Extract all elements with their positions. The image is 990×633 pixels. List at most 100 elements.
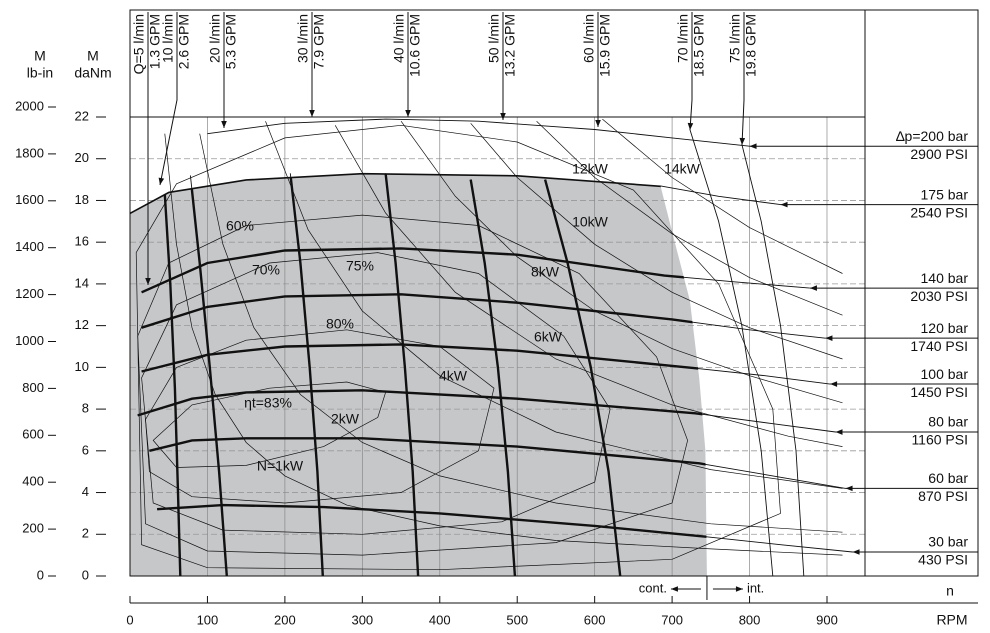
flow-line-continuous: [543, 179, 622, 577]
pressure-label: 100 bar: [921, 366, 969, 382]
power-curve: [536, 120, 843, 316]
efficiency-contour: [145, 329, 495, 504]
flow-line-continuous: [189, 175, 228, 577]
pressure-psi-label: 870 PSI: [918, 488, 968, 504]
power-label: 12kW: [572, 161, 609, 177]
flow-line-continuous: [742, 144, 804, 576]
y-tick-label: 22: [75, 108, 89, 123]
efficiency-label: 75%: [346, 258, 374, 274]
flow-label: 75 l/min: [727, 14, 743, 63]
pressure-psi-label: 2900 PSI: [910, 146, 968, 162]
flow-line-continuous: [469, 179, 517, 577]
x-tick-label: 700: [661, 612, 683, 627]
flow-gpm-label: 1.3 GPM: [147, 14, 163, 69]
power-curve: [602, 118, 843, 274]
y2-tick-label: 800: [22, 380, 44, 395]
pressure-curve-continuous: [141, 293, 707, 340]
flow-gpm-label: 7.9 GPM: [311, 14, 327, 69]
flow-line: [689, 129, 774, 577]
power-label: 10kW: [572, 214, 609, 230]
y-tick-label: 2: [82, 526, 89, 541]
y2-tick-label: 200: [22, 521, 44, 536]
flow-label: 20 l/min: [207, 14, 223, 63]
flow-gpm-label: 15.9 GPM: [597, 14, 613, 77]
y-tick-label: 4: [82, 484, 89, 499]
y2-tick-label: 600: [22, 427, 44, 442]
flow-label: 40 l/min: [391, 14, 407, 63]
pressure-psi-label: 430 PSI: [918, 552, 968, 568]
y2-tick-label: 1400: [15, 239, 44, 254]
power-curve: [334, 125, 843, 447]
y2-axis-unit: lb-in: [27, 65, 53, 81]
flow-gpm-label: 5.3 GPM: [223, 14, 239, 69]
efficiency-contour: [137, 214, 688, 556]
efficiency-label: ηt=83%: [244, 395, 292, 411]
flow-line-continuous: [289, 173, 324, 577]
x-axis-label: RPM: [936, 612, 967, 628]
plot-frame: [129, 9, 979, 577]
pressure-curve-continuous: [141, 247, 707, 294]
pressure-curve-continuous: [141, 343, 707, 386]
flow-line: [741, 143, 805, 577]
efficiency-contour: [152, 381, 387, 468]
power-label: 2kW: [331, 411, 360, 427]
y2-tick-label: 400: [22, 474, 44, 489]
x-tick-label: 500: [506, 612, 528, 627]
pressure-label: ∆p=200 bar: [896, 128, 968, 144]
y-tick-label: 16: [75, 234, 89, 249]
pressure-label: 175 bar: [921, 186, 969, 202]
flow-label: 10 l/min: [160, 14, 176, 63]
efficiency-label: 60%: [226, 218, 254, 234]
y-tick-label: 14: [75, 275, 89, 290]
pressure-psi-label: 1160 PSI: [911, 432, 968, 448]
pressure-curve-continuous: [157, 503, 707, 554]
flow-gpm-label: 19.8 GPM: [743, 14, 759, 77]
pressure-curve-continuous: [149, 437, 707, 490]
y2-axis-label: M: [34, 48, 46, 64]
flow-line-continuous: [384, 173, 420, 577]
y2-tick-label: 1200: [15, 286, 44, 301]
efficiency-label: 70%: [252, 262, 280, 278]
y2-tick-label: 1800: [15, 145, 44, 160]
x-tick-label: 100: [197, 612, 219, 627]
y2-tick-label: 0: [37, 567, 44, 582]
pressure-curve: [207, 118, 750, 147]
efficiency-contour: [135, 124, 781, 571]
y2-tick-label: 2000: [15, 98, 44, 113]
y-tick-label: 20: [75, 150, 89, 165]
pressure-curve-continuous: [137, 389, 707, 434]
x-tick-label: 800: [739, 612, 761, 627]
flow-line-continuous: [163, 194, 182, 577]
flow-gpm-label: 18.5 GPM: [691, 14, 707, 77]
pressure-psi-label: 2540 PSI: [910, 204, 968, 220]
pressure-psi-label: 2030 PSI: [910, 288, 968, 304]
power-curve: [164, 133, 843, 556]
x-tick-label: 600: [584, 612, 606, 627]
x-tick-label: 200: [274, 612, 296, 627]
flow-gpm-label: 13.2 GPM: [502, 14, 518, 77]
int-label: int.: [747, 580, 764, 595]
y-tick-label: 6: [82, 442, 89, 457]
pressure-label: 60 bar: [928, 470, 968, 486]
efficiency-label: 80%: [326, 316, 354, 332]
x-tick-label: 900: [816, 612, 838, 627]
y-tick-label: 0: [82, 567, 89, 582]
flow-label: Q=5 l/min: [131, 14, 147, 74]
flow-label: 30 l/min: [295, 14, 311, 63]
y-tick-label: 18: [75, 192, 89, 207]
y-axis-label: M: [87, 48, 99, 64]
flow-gpm-label: 10.6 GPM: [407, 14, 423, 77]
pressure-label: 30 bar: [928, 534, 968, 550]
power-label: 8kW: [531, 264, 560, 280]
power-label: 14kW: [664, 161, 701, 177]
x-tick-label: 300: [351, 612, 373, 627]
x-tick-label: 400: [429, 612, 451, 627]
x-tick-label: 0: [126, 612, 133, 627]
power-label: 6kW: [534, 329, 563, 345]
y2-tick-label: 1600: [15, 192, 44, 207]
flow-label: 70 l/min: [675, 14, 691, 63]
y-tick-label: 10: [75, 359, 89, 374]
pressure-label: 140 bar: [921, 270, 969, 286]
continuous-region: [130, 173, 707, 577]
